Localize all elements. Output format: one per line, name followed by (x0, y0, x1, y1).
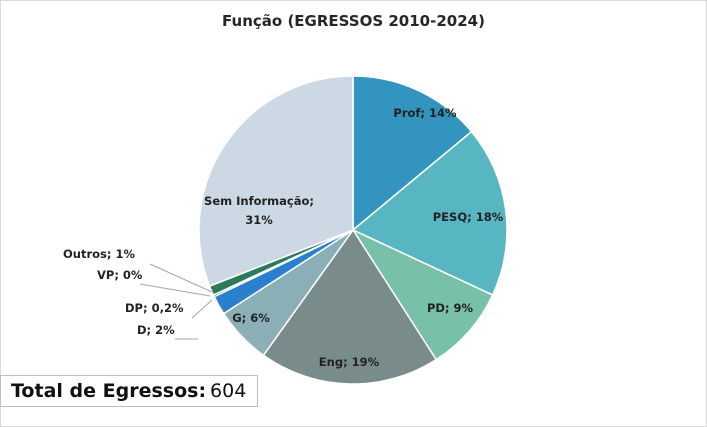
pie-slice-pd (350, 228, 494, 361)
data-label-dp: DP; 0,2% (125, 301, 184, 315)
data-label-vp: VP; 0% (97, 268, 143, 282)
data-label-g: G; 6% (232, 311, 270, 325)
pie-slice-prof (352, 75, 473, 232)
data-label-sem-informa-o: Sem Informação; 31% (204, 194, 314, 227)
data-label-prof: Prof; 14% (393, 106, 457, 120)
leader-line-outros (149, 263, 213, 293)
pie-slice-eng (262, 228, 438, 385)
data-label-outros: Outros; 1% (63, 247, 135, 261)
leader-line-vp (139, 283, 211, 297)
total-label: Total de Egressos: (11, 380, 207, 402)
data-label-pd: PD; 9% (427, 301, 474, 315)
pie-slice-pesq (351, 130, 508, 297)
data-label-eng: Eng; 19% (319, 355, 380, 369)
total-value: 604 (210, 380, 247, 402)
data-label-pesq: PESQ; 18% (433, 210, 504, 224)
chart-title: Função (EGRESSOS 2010-2024) (222, 12, 485, 30)
leader-line-dp (191, 299, 213, 319)
pie-slice-sem-informa-o (198, 75, 354, 288)
data-label-d: D; 2% (137, 323, 175, 337)
total-box: Total de Egressos: 604 (0, 375, 258, 407)
